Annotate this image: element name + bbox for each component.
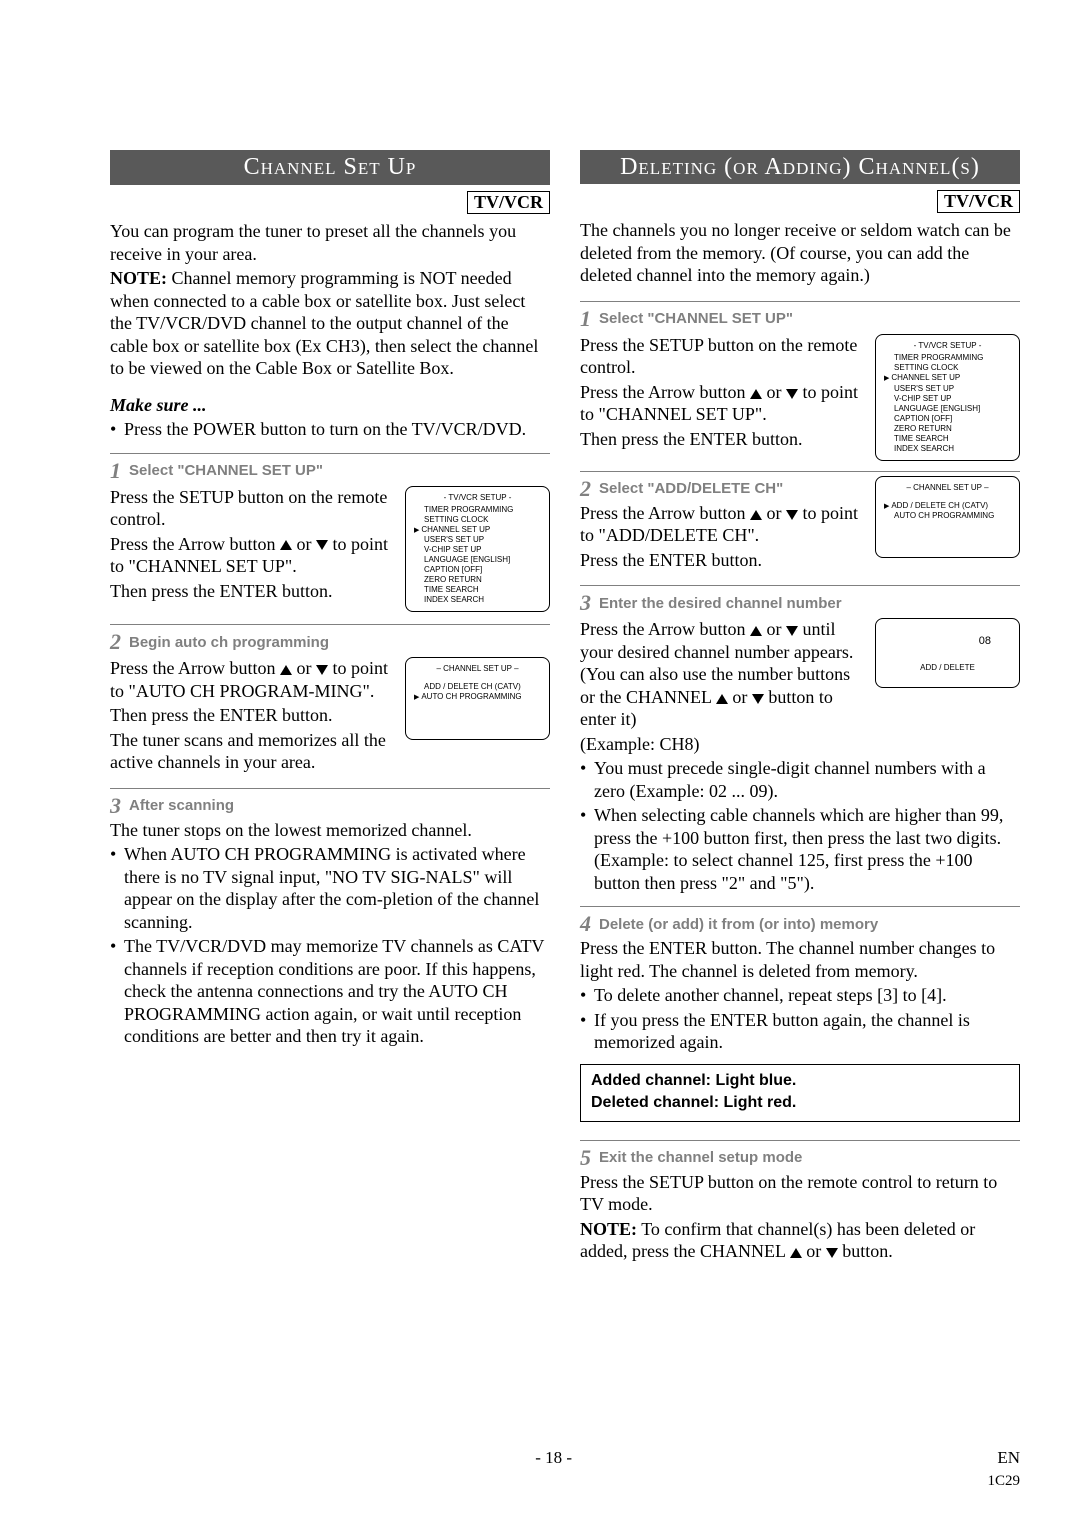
r-step3-b1: You must precede single-digit channel nu… bbox=[580, 757, 1020, 802]
section-title-delete-add: Deleting (or Adding) Channel(s) bbox=[580, 150, 1020, 184]
step-number: 2 bbox=[110, 629, 121, 655]
r-step1-label: 1 Select "CHANNEL SET UP" bbox=[580, 306, 1020, 332]
page-number: - 18 - bbox=[535, 1448, 572, 1468]
arrow-up-icon bbox=[790, 1248, 802, 1258]
doc-code: 1C29 bbox=[987, 1473, 1020, 1490]
step-divider bbox=[580, 301, 1020, 302]
step-divider bbox=[580, 471, 1020, 472]
step2-label: 2 Begin auto ch programming bbox=[110, 629, 550, 655]
step-title: Select "ADD/DELETE CH" bbox=[599, 480, 783, 497]
step-divider bbox=[580, 1140, 1020, 1141]
step2-row: Press the Arrow button or to point to "A… bbox=[110, 657, 550, 776]
step-number: 1 bbox=[580, 306, 591, 332]
note-text: NOTE: Channel memory programming is NOT … bbox=[110, 267, 550, 380]
osd-setup-menu: - TV/VCR SETUP - TIMER PROGRAMMING SETTI… bbox=[875, 334, 1020, 461]
footer: - 18 - EN bbox=[110, 1448, 1020, 1468]
color-note-box: Added channel: Light blue. Deleted chann… bbox=[580, 1064, 1020, 1122]
badge-tvvcr: TV/VCR bbox=[467, 191, 550, 214]
step-number: 3 bbox=[110, 793, 121, 819]
page: Channel Set Up TV/VCR You can program th… bbox=[0, 0, 1080, 1305]
r-step3-p1: Press the Arrow button or until your des… bbox=[580, 618, 863, 731]
r-step5-p2: NOTE: To confirm that channel(s) has bee… bbox=[580, 1218, 1020, 1263]
step-title: Select "CHANNEL SET UP" bbox=[129, 462, 323, 479]
r-step1-p1: Press the SETUP button on the remote con… bbox=[580, 334, 863, 379]
note-deleted: Deleted channel: Light red. bbox=[591, 1093, 1009, 1113]
step-title: After scanning bbox=[129, 797, 234, 814]
r-step3-b2: When selecting cable channels which are … bbox=[580, 804, 1020, 894]
step3-p1: The tuner stops on the lowest memorized … bbox=[110, 819, 550, 842]
step-title: Delete (or add) it from (or into) memory bbox=[599, 916, 878, 933]
badge-tvvcr: TV/VCR bbox=[937, 190, 1020, 213]
r-step2-row: 2 Select "ADD/DELETE CH" Press the Arrow… bbox=[580, 476, 1020, 574]
r-step3-label: 3 Enter the desired channel number bbox=[580, 590, 1020, 616]
right-column: Deleting (or Adding) Channel(s) TV/VCR T… bbox=[580, 150, 1020, 1265]
arrow-down-icon bbox=[752, 694, 764, 704]
r-step4-p1: Press the ENTER button. The channel numb… bbox=[580, 937, 1020, 982]
arrow-up-icon bbox=[716, 694, 728, 704]
osd-setup-menu: - TV/VCR SETUP - TIMER PROGRAMMING SETTI… bbox=[405, 486, 550, 613]
left-column: Channel Set Up TV/VCR You can program th… bbox=[110, 150, 550, 1265]
intro-text: The channels you no longer receive or se… bbox=[580, 219, 1020, 287]
r-step3-p2: (Example: CH8) bbox=[580, 733, 863, 756]
arrow-up-icon bbox=[750, 389, 762, 399]
step-divider bbox=[580, 585, 1020, 586]
r-step2-p2: Press the ENTER button. bbox=[580, 549, 863, 572]
r-step4-label: 4 Delete (or add) it from (or into) memo… bbox=[580, 911, 1020, 937]
step3-label: 3 After scanning bbox=[110, 793, 550, 819]
step-number: 2 bbox=[580, 476, 591, 502]
r-step2-p1: Press the Arrow button or to point to "A… bbox=[580, 502, 863, 547]
arrow-down-icon bbox=[786, 389, 798, 399]
arrow-up-icon bbox=[280, 665, 292, 675]
step-divider bbox=[110, 453, 550, 454]
step2-p2: Then press the ENTER button. bbox=[110, 704, 393, 727]
step3-b1: When AUTO CH PROGRAMMING is activated wh… bbox=[110, 843, 550, 933]
step3-b2: The TV/VCR/DVD may memorize TV channels … bbox=[110, 935, 550, 1048]
arrow-up-icon bbox=[750, 626, 762, 636]
r-step1-p2: Press the Arrow button or to point to "C… bbox=[580, 381, 863, 426]
osd-channel-number: 08 ADD / DELETE bbox=[875, 618, 1020, 688]
arrow-up-icon bbox=[750, 510, 762, 520]
step2-p1: Press the Arrow button or to point to "A… bbox=[110, 657, 393, 702]
step-title: Begin auto ch programming bbox=[129, 634, 329, 651]
r-step1-p3: Then press the ENTER button. bbox=[580, 428, 863, 451]
r-step4-b1: To delete another channel, repeat steps … bbox=[580, 984, 1020, 1007]
r-step2-label: 2 Select "ADD/DELETE CH" bbox=[580, 476, 863, 502]
step1-p2: Press the Arrow button or to point to "C… bbox=[110, 533, 393, 578]
section-title-channel-setup: Channel Set Up bbox=[110, 150, 550, 185]
step-number: 1 bbox=[110, 458, 121, 484]
step-number: 3 bbox=[580, 590, 591, 616]
step-number: 4 bbox=[580, 911, 591, 937]
step2-p3: The tuner scans and memorizes all the ac… bbox=[110, 729, 393, 774]
step-divider bbox=[110, 624, 550, 625]
make-sure-heading: Make sure ... bbox=[110, 394, 550, 417]
arrow-down-icon bbox=[786, 510, 798, 520]
step-title: Enter the desired channel number bbox=[599, 595, 842, 612]
arrow-down-icon bbox=[316, 665, 328, 675]
make-sure-item: Press the POWER button to turn on the TV… bbox=[110, 418, 550, 441]
r-step1-row: Press the SETUP button on the remote con… bbox=[580, 334, 1020, 461]
step-divider bbox=[110, 788, 550, 789]
step-title: Select "CHANNEL SET UP" bbox=[599, 310, 793, 327]
intro-text: You can program the tuner to preset all … bbox=[110, 220, 550, 265]
r-step5-p1: Press the SETUP button on the remote con… bbox=[580, 1171, 1020, 1216]
step-divider bbox=[580, 906, 1020, 907]
step1-p3: Then press the ENTER button. bbox=[110, 580, 393, 603]
osd-channel-setup: – CHANNEL SET UP – ADD / DELETE CH (CATV… bbox=[405, 657, 550, 740]
note-added: Added channel: Light blue. bbox=[591, 1071, 1009, 1091]
step1-p1: Press the SETUP button on the remote con… bbox=[110, 486, 393, 531]
arrow-down-icon bbox=[786, 626, 798, 636]
lang-code: EN bbox=[997, 1448, 1020, 1468]
arrow-down-icon bbox=[316, 540, 328, 550]
step1-row: Press the SETUP button on the remote con… bbox=[110, 486, 550, 613]
arrow-down-icon bbox=[826, 1248, 838, 1258]
r-step4-b2: If you press the ENTER button again, the… bbox=[580, 1009, 1020, 1054]
osd-channel-setup: – CHANNEL SET UP – ADD / DELETE CH (CATV… bbox=[875, 476, 1020, 559]
step1-label: 1 Select "CHANNEL SET UP" bbox=[110, 458, 550, 484]
arrow-up-icon bbox=[280, 540, 292, 550]
r-step5-label: 5 Exit the channel setup mode bbox=[580, 1145, 1020, 1171]
r-step3-row: Press the Arrow button or until your des… bbox=[580, 618, 1020, 757]
step-number: 5 bbox=[580, 1145, 591, 1171]
step-title: Exit the channel setup mode bbox=[599, 1149, 802, 1166]
